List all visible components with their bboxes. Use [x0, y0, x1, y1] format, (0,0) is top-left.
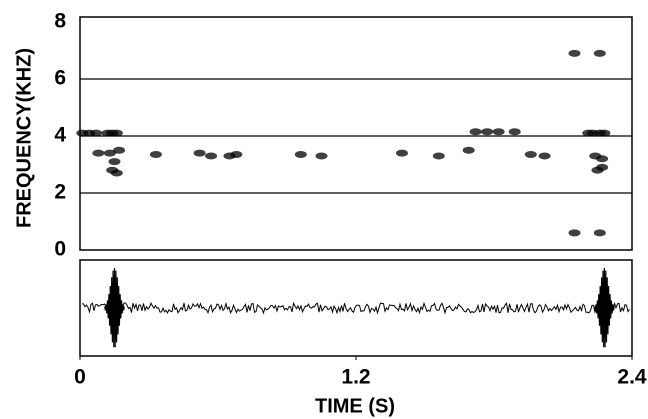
x-tick-label: 2.4: [617, 366, 647, 389]
waveform-burst: [594, 267, 615, 348]
y-tick-label: 0: [54, 238, 66, 261]
spectral-spot: [508, 128, 521, 136]
y-tick-label: 4: [54, 124, 66, 147]
spectral-spot: [593, 229, 606, 237]
y-tick-label: 8: [54, 10, 66, 33]
x-axis-title: TIME (S): [315, 395, 395, 417]
spectral-spot: [538, 152, 551, 160]
spectrogram-frame: [79, 16, 633, 251]
spectral-spot: [315, 152, 328, 160]
spectral-spot: [462, 146, 475, 154]
spectral-spot: [103, 149, 116, 157]
spectral-spot: [92, 149, 105, 157]
spectral-spot: [492, 128, 505, 136]
spectral-spot: [108, 158, 121, 166]
spectral-spot: [90, 129, 103, 137]
spectral-spot: [568, 49, 581, 57]
spectral-spot: [469, 128, 482, 136]
waveform-noise: [82, 301, 630, 315]
x-tick-label: 0: [74, 366, 86, 389]
spectral-spot: [110, 129, 123, 137]
spectral-spot: [596, 163, 609, 171]
spectral-spot: [230, 151, 243, 159]
spectral-spot: [568, 229, 581, 237]
spectral-spot: [524, 151, 537, 159]
x-tick-label: 1.2: [341, 366, 370, 389]
spectral-spot: [294, 151, 307, 159]
spectral-spot: [598, 129, 611, 137]
y-axis-title: FREQUENCY(KHZ): [13, 48, 35, 228]
spectral-spot: [205, 152, 218, 160]
spectral-spot: [396, 149, 408, 157]
y-tick-label: 2: [54, 181, 66, 204]
spectral-spot: [481, 128, 494, 136]
spectral-spot: [113, 146, 126, 154]
spectral-spot: [193, 149, 206, 157]
spectral-spot: [596, 155, 609, 163]
waveform-burst: [104, 267, 125, 348]
spectral-spot: [110, 169, 123, 177]
y-tick-label: 6: [54, 67, 66, 90]
spectral-spot: [593, 49, 606, 57]
spectral-spot: [432, 152, 445, 160]
spectral-spot: [149, 151, 162, 159]
